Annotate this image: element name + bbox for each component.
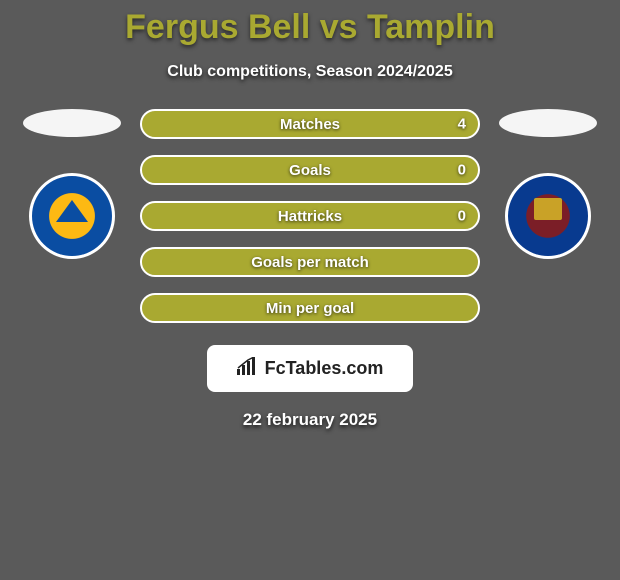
- player-left-avatar: [23, 109, 121, 137]
- stat-bar-matches: Matches 4: [140, 109, 480, 139]
- stat-right-value: 0: [458, 162, 466, 179]
- stat-bar-hattricks: Hattricks 0: [140, 201, 480, 231]
- brand-text: FcTables.com: [265, 358, 384, 379]
- comparison-card: Fergus Bell vs Tamplin Club competitions…: [0, 0, 620, 430]
- chart-icon: [237, 357, 259, 380]
- club-badge-left: [29, 173, 115, 259]
- stats-column: Matches 4 Goals 0 Hattricks 0 Goals per …: [140, 109, 480, 323]
- content-row: Matches 4 Goals 0 Hattricks 0 Goals per …: [0, 109, 620, 323]
- stat-label: Goals per match: [251, 254, 369, 271]
- stat-bar-min-per-goal: Min per goal: [140, 293, 480, 323]
- date-text: 22 february 2025: [0, 410, 620, 430]
- club-badge-right: [505, 173, 591, 259]
- left-player-column: [22, 109, 122, 259]
- stat-bar-goals: Goals 0: [140, 155, 480, 185]
- stat-label: Min per goal: [266, 300, 354, 317]
- stat-right-value: 0: [458, 208, 466, 225]
- stat-label: Goals: [289, 162, 331, 179]
- stat-right-value: 4: [458, 116, 466, 133]
- subtitle: Club competitions, Season 2024/2025: [0, 63, 620, 81]
- stat-label: Matches: [280, 116, 340, 133]
- footer: FcTables.com 22 february 2025: [0, 345, 620, 430]
- right-player-column: [498, 109, 598, 259]
- player-right-avatar: [499, 109, 597, 137]
- stat-label: Hattricks: [278, 208, 342, 225]
- page-title: Fergus Bell vs Tamplin: [0, 8, 620, 47]
- stat-bar-goals-per-match: Goals per match: [140, 247, 480, 277]
- brand-logo[interactable]: FcTables.com: [207, 345, 414, 392]
